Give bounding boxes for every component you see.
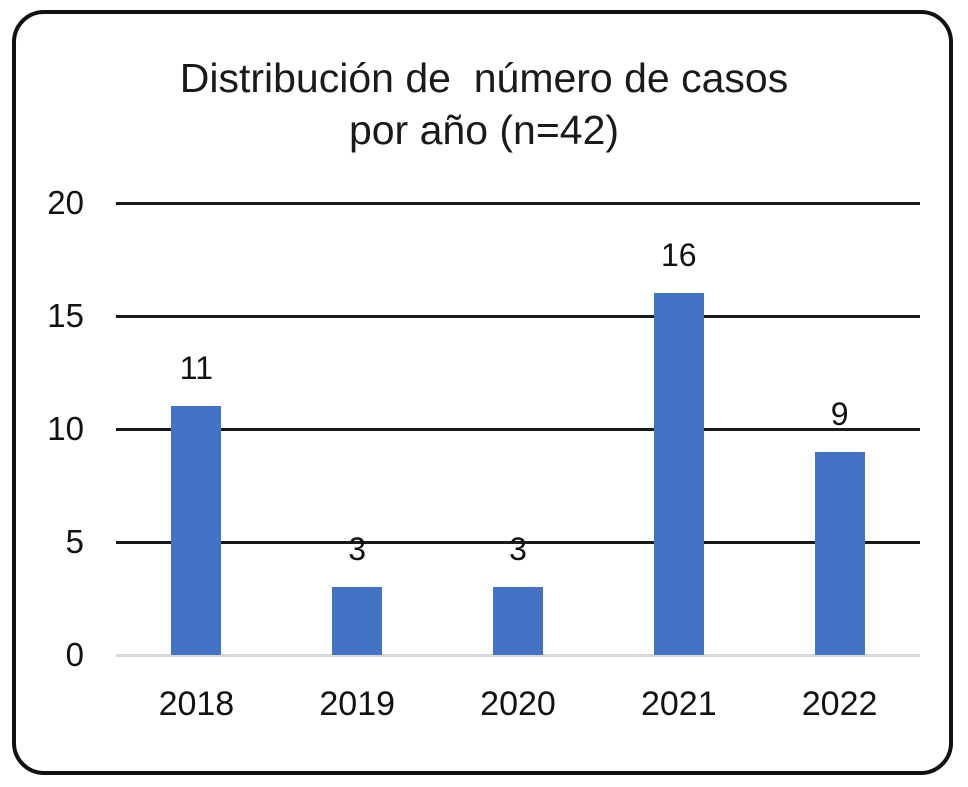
gridline-y5	[116, 540, 920, 544]
bar-2018	[171, 406, 222, 655]
bar-value-label: 16	[660, 237, 697, 274]
bar-value-label: 11	[179, 350, 213, 387]
x-axis-line	[116, 653, 920, 657]
y-axis-tick-label: 10	[47, 410, 84, 447]
x-axis-tick-label: 2022	[801, 685, 878, 723]
gridline-y15	[116, 314, 920, 318]
chart-title-line1: Distribución de número de casos	[179, 55, 789, 101]
y-axis-tick-label: 20	[47, 184, 84, 221]
bar-2020	[493, 587, 543, 655]
y-axis-tick-label: 15	[47, 297, 84, 334]
bar-2019	[332, 587, 383, 655]
bar-value-label: 3	[509, 531, 527, 568]
y-axis-tick-label: 0	[65, 636, 84, 673]
bar-2022	[814, 451, 865, 655]
gridline-y10	[116, 427, 920, 431]
x-axis-tick-label: 2018	[158, 685, 235, 723]
bar-2021	[653, 293, 704, 655]
chart-title-line2: por año (n=42)	[348, 107, 620, 153]
x-axis-tick-label: 2020	[480, 685, 556, 723]
y-axis-tick-label: 5	[65, 523, 84, 560]
x-axis-tick-label: 2021	[640, 685, 717, 723]
bar-value-label: 3	[348, 531, 367, 568]
bar-value-label: 9	[830, 395, 849, 432]
x-axis-tick-label: 2019	[319, 685, 396, 723]
gridline-y20	[116, 201, 920, 205]
chart-title: Distribución de número de casos por año …	[0, 52, 968, 156]
